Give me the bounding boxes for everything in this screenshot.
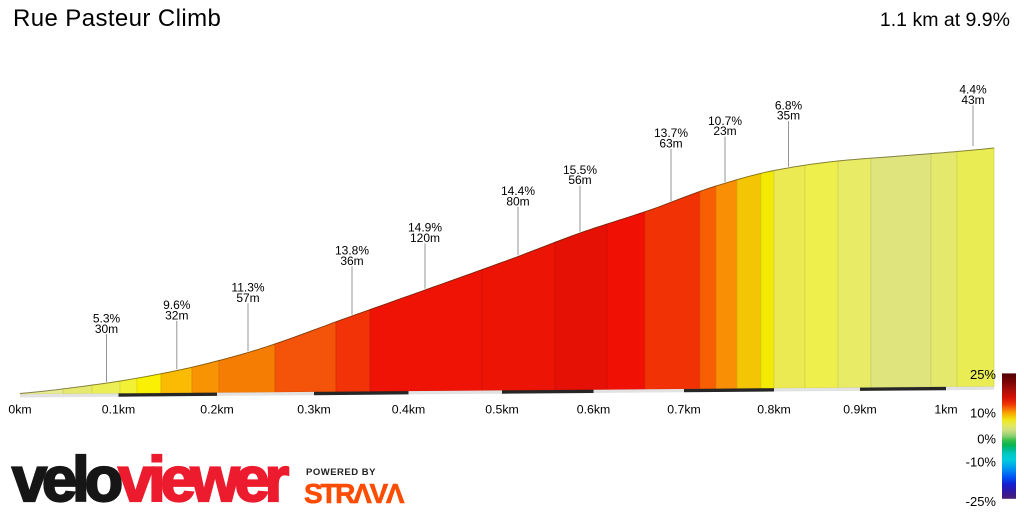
svg-text:0.8km: 0.8km	[757, 403, 791, 417]
svg-text:25%: 25%	[970, 367, 996, 382]
svg-text:0.5km: 0.5km	[485, 403, 519, 417]
svg-text:0.9km: 0.9km	[843, 403, 877, 417]
svg-text:30m: 30m	[95, 322, 118, 336]
svg-text:-25%: -25%	[966, 494, 997, 509]
svg-text:6.8%: 6.8%	[775, 99, 803, 113]
svg-text:57m: 57m	[236, 291, 259, 305]
svg-text:4.4%: 4.4%	[959, 83, 987, 97]
svg-text:0.7km: 0.7km	[667, 403, 701, 417]
svg-text:5.3%: 5.3%	[93, 312, 121, 326]
svg-text:0.1km: 0.1km	[102, 403, 136, 417]
svg-text:9.6%: 9.6%	[163, 298, 191, 312]
svg-text:1km: 1km	[934, 403, 957, 417]
svg-text:0km: 0km	[8, 403, 31, 417]
svg-text:11.3%: 11.3%	[231, 281, 264, 295]
svg-text:80m: 80m	[506, 194, 529, 208]
svg-text:0.2km: 0.2km	[200, 403, 234, 417]
svg-text:0.3km: 0.3km	[297, 403, 331, 417]
svg-text:10.7%: 10.7%	[708, 114, 742, 128]
svg-text:0.6km: 0.6km	[577, 403, 611, 417]
svg-text:-10%: -10%	[966, 455, 997, 470]
svg-text:0%: 0%	[977, 432, 996, 447]
svg-text:1.1 km at 9.9%: 1.1 km at 9.9%	[880, 9, 1010, 31]
svg-text:0.4km: 0.4km	[392, 403, 426, 417]
svg-text:36m: 36m	[340, 254, 363, 268]
svg-text:63m: 63m	[659, 136, 682, 150]
svg-text:13.8%: 13.8%	[335, 244, 369, 258]
svg-text:10%: 10%	[970, 406, 996, 421]
svg-text:35m: 35m	[777, 109, 800, 123]
svg-text:14.4%: 14.4%	[501, 184, 535, 198]
svg-text:32m: 32m	[165, 308, 188, 322]
svg-text:23m: 23m	[713, 124, 736, 138]
svg-text:15.5%: 15.5%	[563, 163, 597, 177]
svg-text:120m: 120m	[410, 231, 440, 245]
svg-text:13.7%: 13.7%	[654, 126, 688, 140]
svg-text:56m: 56m	[568, 173, 591, 187]
svg-text:14.9%: 14.9%	[408, 221, 442, 235]
svg-text:43m: 43m	[961, 93, 984, 107]
svg-text:Rue Pasteur Climb: Rue Pasteur Climb	[13, 5, 221, 32]
